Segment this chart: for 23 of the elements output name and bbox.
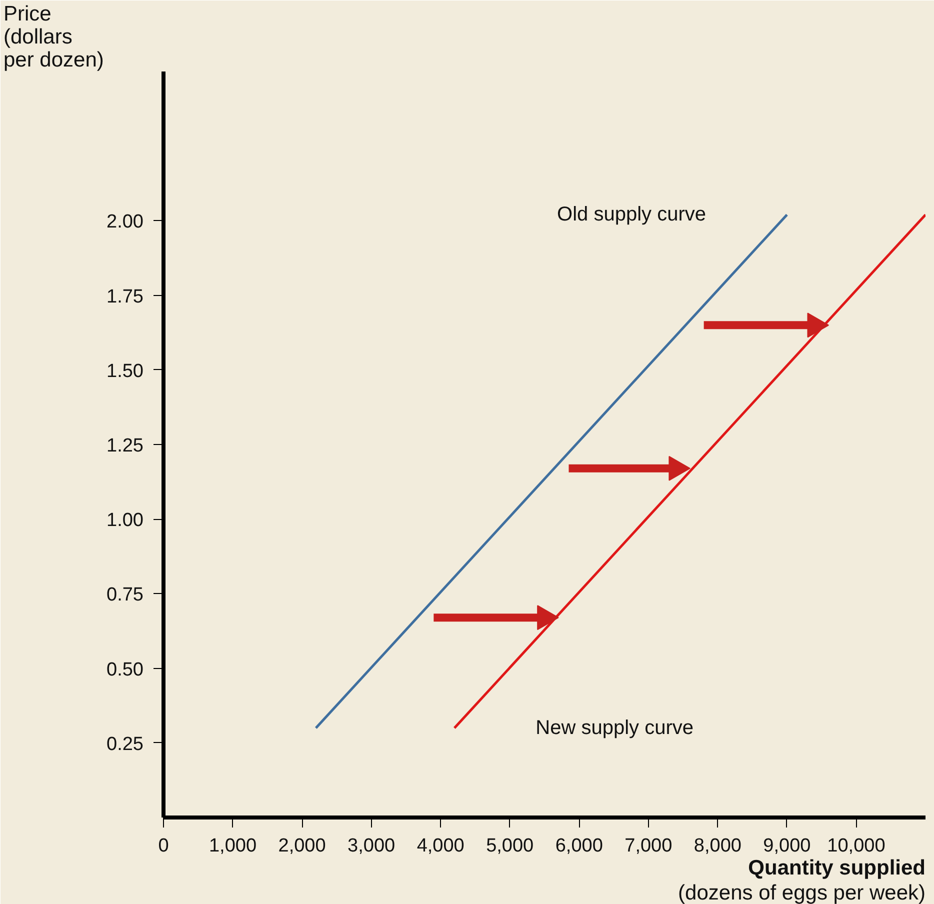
y-tick-label: 1.50: [106, 360, 144, 382]
x-axis-title: Quantity supplied (dozens of eggs per week): [678, 856, 926, 904]
x-tick-label: 5,000: [486, 836, 534, 856]
x-tick-label: 8,000: [694, 836, 742, 856]
text: Old supply curve: [557, 204, 706, 226]
x-tick-label: 9,000: [763, 836, 811, 856]
x-tick-label: 6,000: [555, 836, 603, 856]
y-tick-label: 1.75: [106, 286, 144, 308]
x-tick-label: 10,000: [827, 836, 886, 856]
x-tick-label: 1,000: [209, 836, 257, 856]
y-tick-label: 0.75: [106, 584, 144, 606]
y-tick-label: 1.25: [106, 436, 144, 456]
x-tick-label: 4,000: [416, 836, 464, 856]
x-tick-label: 7,000: [624, 836, 672, 856]
y-tick-label: 0.50: [106, 659, 144, 680]
x-tick-label: 3,000: [348, 836, 396, 856]
x-tick-label: 2,000: [278, 836, 326, 856]
y-tick-label: 1.00: [106, 510, 144, 532]
y-tick-label: 2.00: [106, 212, 144, 233]
text: New supply curve: [536, 716, 694, 739]
x-tick-label: 0: [158, 836, 169, 856]
y-tick-label: 0.25: [106, 734, 144, 755]
y-axis-title: Price (dollars per dozen): [4, 2, 104, 72]
